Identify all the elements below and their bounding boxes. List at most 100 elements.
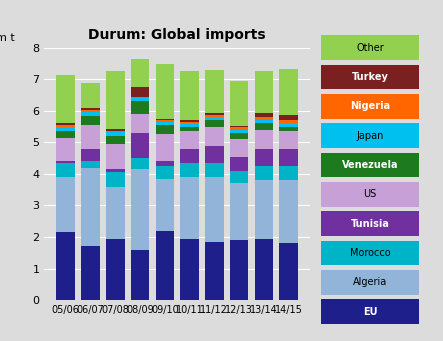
Bar <box>155 166 174 179</box>
Bar <box>81 110 100 113</box>
Bar <box>280 115 298 120</box>
Bar <box>131 250 149 300</box>
Bar <box>205 146 224 163</box>
Bar <box>81 83 100 108</box>
Bar <box>255 130 273 149</box>
Text: US: US <box>363 189 377 199</box>
Bar <box>280 69 298 115</box>
Bar <box>230 81 249 125</box>
Bar <box>106 144 124 169</box>
Bar <box>255 166 273 180</box>
Bar <box>131 98 149 101</box>
Bar <box>56 163 75 177</box>
Title: Durum: Global imports: Durum: Global imports <box>89 28 266 42</box>
Bar <box>230 157 249 171</box>
Bar <box>106 239 124 300</box>
Bar <box>106 187 124 239</box>
Bar <box>81 113 100 116</box>
Bar <box>230 171 249 183</box>
Bar <box>131 59 149 87</box>
Bar <box>81 116 100 125</box>
Bar <box>81 108 100 110</box>
Bar <box>205 117 224 120</box>
Bar <box>56 75 75 123</box>
Bar <box>255 149 273 166</box>
Bar <box>81 247 100 300</box>
Bar <box>155 161 174 166</box>
Bar <box>205 113 224 115</box>
Bar <box>280 127 298 131</box>
Bar <box>280 123 298 127</box>
Bar <box>81 161 100 167</box>
Bar <box>205 127 224 146</box>
Bar <box>205 242 224 300</box>
Bar <box>131 114 149 133</box>
Bar <box>56 232 75 300</box>
Bar <box>56 127 75 131</box>
Bar <box>205 120 224 127</box>
Bar <box>230 133 249 139</box>
Text: Turkey: Turkey <box>351 72 389 82</box>
Bar <box>106 129 124 131</box>
Bar <box>56 161 75 163</box>
Bar <box>230 240 249 300</box>
Bar <box>155 231 174 300</box>
Bar <box>205 71 224 113</box>
Bar <box>81 125 100 149</box>
Bar <box>180 120 199 122</box>
Bar <box>131 158 149 169</box>
Bar <box>106 132 124 136</box>
Bar <box>205 177 224 242</box>
Text: Other: Other <box>356 43 384 53</box>
Text: Morocco: Morocco <box>350 248 390 258</box>
Bar <box>230 139 249 157</box>
Bar <box>255 180 273 239</box>
Bar <box>230 125 249 127</box>
Text: m t: m t <box>0 33 15 43</box>
Text: Venezuela: Venezuela <box>342 160 398 170</box>
Bar <box>280 120 298 123</box>
Bar <box>106 172 124 187</box>
Bar <box>230 127 249 130</box>
Bar <box>180 177 199 239</box>
Bar <box>155 125 174 134</box>
Bar <box>106 136 124 144</box>
Bar <box>205 115 224 117</box>
Text: EU: EU <box>363 307 377 317</box>
Bar <box>106 169 124 172</box>
Bar <box>155 63 174 119</box>
Bar <box>56 123 75 125</box>
Bar <box>106 71 124 129</box>
Bar <box>255 120 273 123</box>
Bar <box>255 123 273 130</box>
Bar <box>56 131 75 138</box>
Bar <box>255 117 273 120</box>
Bar <box>280 180 298 243</box>
Bar <box>180 149 199 163</box>
Bar <box>255 71 273 113</box>
Bar <box>81 168 100 247</box>
Bar <box>180 71 199 120</box>
Bar <box>56 138 75 161</box>
Bar <box>56 177 75 232</box>
Bar <box>56 125 75 127</box>
Bar <box>230 183 249 240</box>
Bar <box>131 101 149 114</box>
Bar <box>180 122 199 123</box>
Bar <box>280 243 298 300</box>
Bar <box>280 149 298 166</box>
Bar <box>155 134 174 161</box>
Bar <box>230 130 249 133</box>
Bar <box>280 166 298 180</box>
Bar <box>255 239 273 300</box>
Bar <box>280 131 298 149</box>
Bar <box>131 169 149 250</box>
Bar <box>131 97 149 98</box>
Bar <box>131 133 149 158</box>
Bar <box>205 163 224 177</box>
Bar <box>180 163 199 177</box>
Text: Nigeria: Nigeria <box>350 101 390 112</box>
Bar <box>180 131 199 149</box>
Bar <box>106 131 124 132</box>
Bar <box>180 123 199 127</box>
